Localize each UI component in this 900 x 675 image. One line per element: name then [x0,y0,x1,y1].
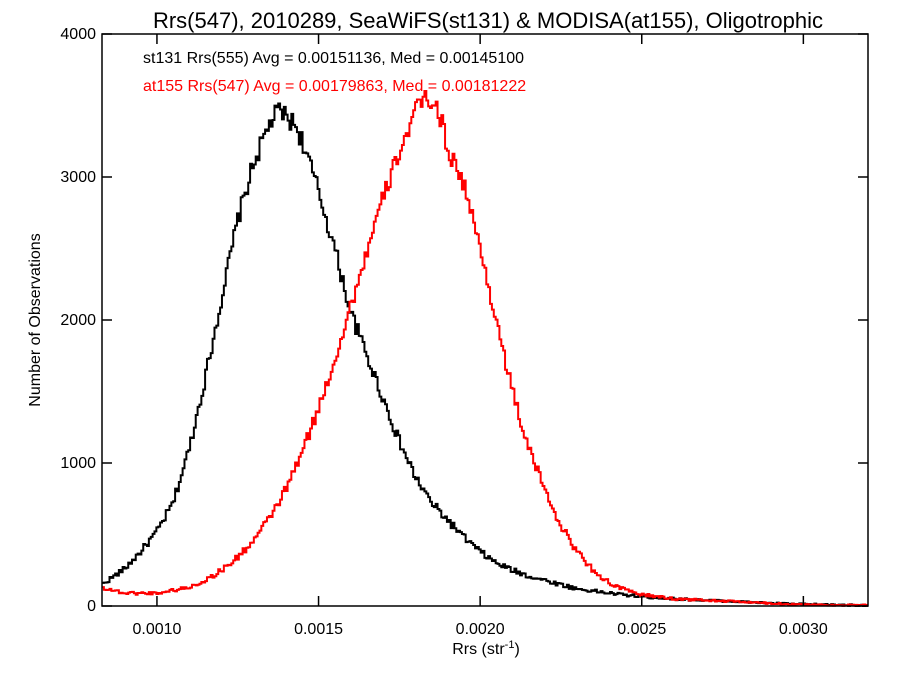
chart-title: Rrs(547), 2010289, SeaWiFS(st131) & MODI… [153,8,823,33]
x-axis-label-main: Rrs (str [452,641,505,658]
x-axis-label-superscript: -1 [505,639,515,651]
series-layer [102,90,868,607]
series-line-0 [102,102,868,607]
x-tick-label: 0.0015 [294,621,343,638]
y-axis-label: Number of Observations [27,233,44,406]
y-tick-label: 0 [87,598,96,615]
y-tick-label: 4000 [60,26,96,43]
x-tick-label: 0.0030 [779,621,828,638]
plot-frame [101,33,869,607]
legend-entry-at155: at155 Rrs(547) Avg = 0.00179863, Med = 0… [143,78,526,95]
ticks-layer: 0.0010 0.0015 0.0020 0.0025 0.0030 0 1000 2000 3… [60,26,868,638]
legend-entry-st131: st131 Rrs(555) Avg = 0.00151136, Med = 0… [143,50,524,67]
x-tick-label: 0.0020 [456,621,505,638]
x-axis-label: Rrs (str-1) [452,639,520,658]
y-tick-label: 2000 [60,312,96,329]
y-tick-label: 1000 [60,455,96,472]
x-tick-label: 0.0010 [132,621,181,638]
series-line-1 [102,90,868,607]
x-tick-label: 0.0025 [617,621,666,638]
plot-area: 0.0010 0.0015 0.0020 0.0025 0.0030 0 1000 2000 3… [60,26,869,638]
x-axis-label-end: ) [514,641,519,658]
y-tick-label: 3000 [60,169,96,186]
